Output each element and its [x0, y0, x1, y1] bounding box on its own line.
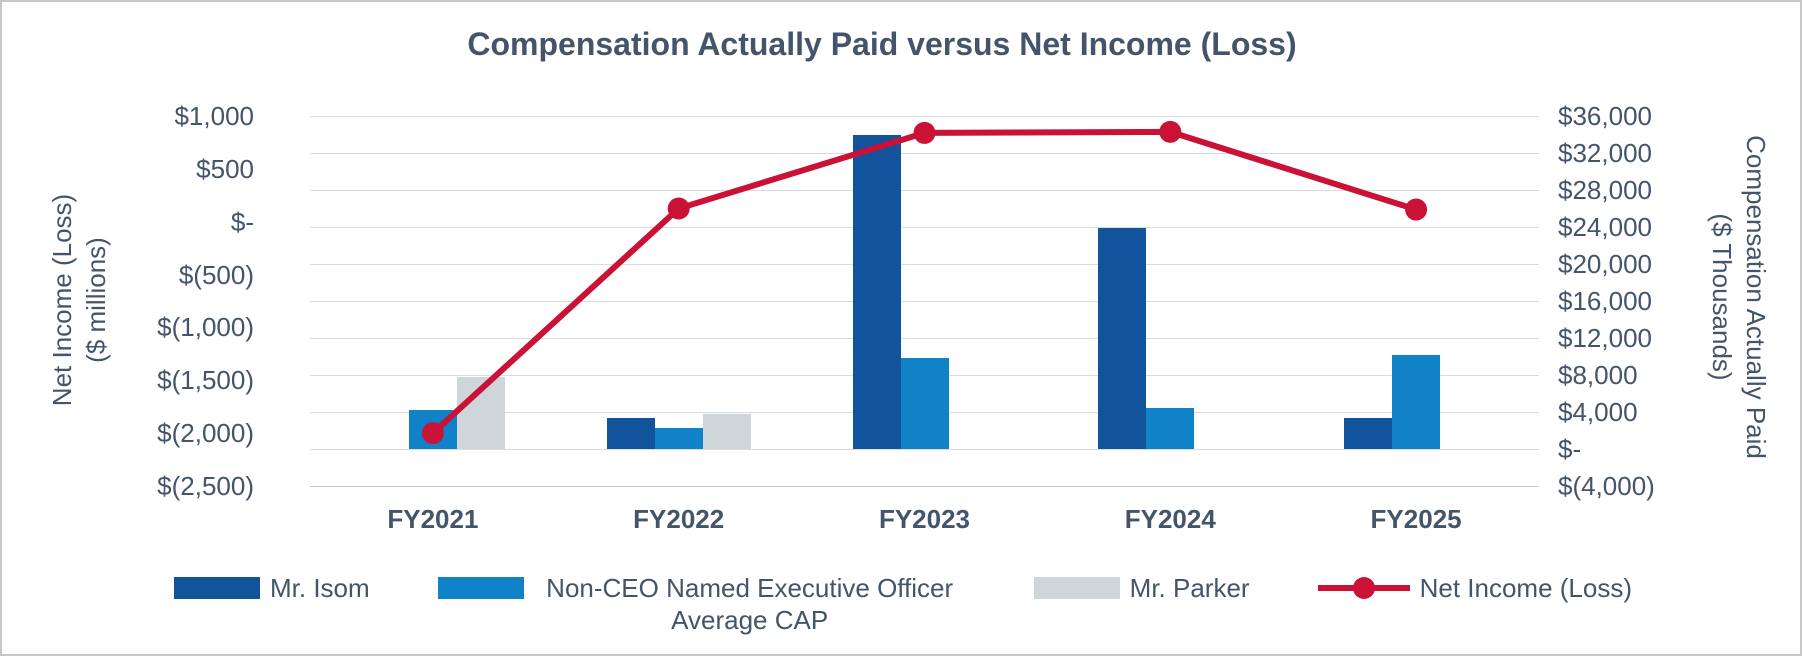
net-income-marker: [1405, 198, 1428, 221]
right-axis-tick: $24,000: [1558, 212, 1652, 242]
legend-label: Net Income (Loss): [1419, 573, 1632, 603]
chart-title: Compensation Actually Paid versus Net In…: [467, 26, 1297, 62]
net-income-marker: [1159, 120, 1182, 143]
gridline: [310, 152, 1539, 154]
right-axis-tick: $8,000: [1558, 360, 1638, 390]
left-axis-tick: $(1,500): [157, 365, 254, 396]
x-axis-label: FY2022: [633, 504, 725, 534]
x-axis-label: FY2021: [387, 504, 479, 534]
bar-isom-FY2023: [852, 134, 901, 449]
left-axis-tick: $500: [196, 153, 254, 184]
left-axis-tick: $(1,000): [157, 312, 254, 343]
legend-item-non_ceo: Non-CEO Named Executive Officer Average …: [437, 572, 966, 636]
bar-isom-FY2024: [1098, 227, 1147, 449]
legend-swatch-net-income: [1317, 572, 1410, 604]
gridline: [310, 337, 1539, 339]
bar-isom-FY2025: [1344, 417, 1393, 449]
legend-swatch-non_ceo: [437, 577, 524, 599]
right-axis-tick: $4,000: [1558, 397, 1638, 427]
legend-item-net-income: Net Income (Loss): [1317, 572, 1632, 604]
x-axis-label: FY2025: [1370, 504, 1462, 534]
net-income-marker: [667, 197, 690, 220]
bar-non_ceo-FY2025: [1392, 354, 1441, 449]
legend-label: Mr. Parker: [1129, 573, 1250, 603]
gridline: [310, 300, 1539, 302]
right-axis-tick: $36,000: [1558, 101, 1652, 131]
right-axis-title: Compensation Actually Paid ($ Thousands): [1705, 47, 1773, 547]
net-income-marker: [913, 121, 936, 144]
right-axis-tick: $28,000: [1558, 175, 1652, 205]
legend-label: Mr. Isom: [270, 573, 370, 603]
bar-non_ceo-FY2022: [654, 427, 703, 449]
x-axis-label: FY2023: [878, 504, 971, 534]
right-axis-tick: $32,000: [1558, 138, 1652, 168]
right-axis-tick: $12,000: [1558, 323, 1652, 353]
gridline: [310, 189, 1539, 191]
right-axis-tick: $20,000: [1558, 249, 1652, 279]
gridline: [310, 485, 1539, 487]
legend-item-isom: Mr. Isom: [174, 572, 370, 604]
right-axis-tick: $-: [1558, 434, 1582, 464]
left-axis-tick: $(500): [178, 259, 254, 290]
gridline: [310, 448, 1539, 450]
gridline: [310, 263, 1539, 265]
bar-non_ceo-FY2024: [1146, 408, 1195, 449]
legend-swatch-parker: [1033, 577, 1120, 599]
legend-line-marker: [1352, 577, 1375, 599]
left-axis-tick: $(2,500): [157, 471, 254, 501]
right-axis-title-line1: Compensation Actually Paid: [1741, 135, 1771, 459]
left-axis-tick: $(2,000): [157, 418, 254, 449]
bar-parker-FY2022: [702, 413, 751, 449]
right-axis-title-line2: ($ Thousands): [1707, 213, 1737, 381]
legend-item-parker: Mr. Parker: [1033, 572, 1250, 604]
right-axis-tick: $(4,000): [1558, 471, 1655, 501]
gridline: [310, 115, 1539, 117]
legend: Mr. Isom Non-CEO Named Executive Officer …: [2, 572, 1800, 636]
gridline: [310, 226, 1539, 228]
x-axis-label: FY2024: [1124, 504, 1216, 534]
bar-non_ceo-FY2023: [900, 358, 949, 449]
legend-label: Non-CEO Named Executive Officer Average …: [546, 573, 954, 635]
bar-isom-FY2022: [606, 417, 655, 449]
bar-parker-FY2021: [456, 376, 505, 449]
left-axis-tick: $1,000: [174, 101, 254, 131]
bar-non_ceo-FY2021: [408, 410, 457, 449]
left-axis-tick: $-: [230, 206, 254, 237]
legend-swatch-isom: [174, 577, 260, 599]
right-axis-tick: $16,000: [1558, 286, 1652, 316]
